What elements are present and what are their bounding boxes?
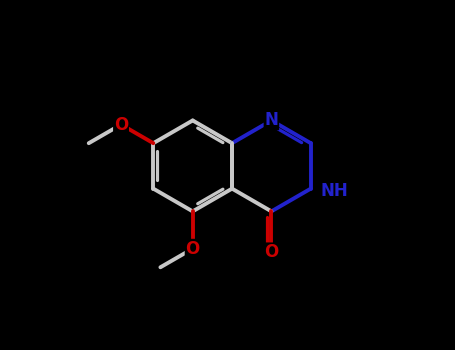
Text: NH: NH	[321, 182, 349, 200]
Text: N: N	[264, 111, 278, 130]
Text: O: O	[186, 240, 200, 258]
Text: O: O	[114, 116, 128, 134]
Text: O: O	[264, 243, 278, 261]
